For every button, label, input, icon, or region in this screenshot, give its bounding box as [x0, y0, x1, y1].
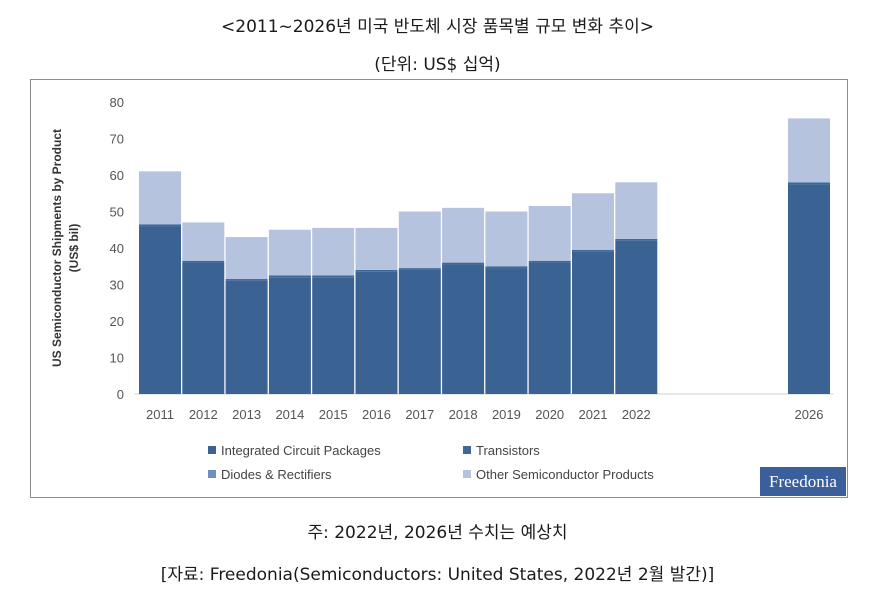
bar-transistors-2014 [268, 275, 311, 278]
bar-integrated-circuit-packages-2015 [312, 277, 355, 394]
bar-stack-2014 [268, 229, 311, 394]
bar-integrated-circuit-packages-2013 [225, 280, 268, 394]
y-tick-label: 70 [110, 132, 124, 147]
bar-integrated-circuit-packages-2022 [615, 240, 658, 394]
bar-transistors-2026 [788, 182, 830, 185]
bar-other-semiconductor-products-2022 [615, 182, 658, 239]
bar-other-semiconductor-products-2011 [139, 171, 181, 225]
bar-other-semiconductor-products-2013 [225, 237, 268, 280]
bar-stack-2026 [788, 118, 830, 394]
bar-integrated-circuit-packages-2026 [788, 184, 830, 394]
bar-integrated-circuit-packages-2020 [528, 262, 571, 394]
legend-swatch [463, 446, 471, 454]
bar-integrated-circuit-packages-2014 [268, 277, 311, 394]
bars [139, 118, 830, 394]
chart-title: <2011~2026년 미국 반도체 시장 품목별 규모 변화 추이> [221, 17, 654, 37]
x-tick-label: 2022 [622, 407, 651, 422]
bar-stack-2017 [398, 211, 441, 394]
legend: Integrated Circuit Packages Transistors Di… [208, 443, 654, 482]
x-tick-label: 2016 [362, 407, 391, 422]
y-axis-label-unit: (US$ bil) [67, 224, 81, 273]
bar-transistors-2017 [398, 268, 441, 270]
bar-stack-2012 [182, 222, 225, 394]
x-tick-label: 2018 [449, 407, 478, 422]
bar-integrated-circuit-packages-2021 [572, 251, 614, 394]
x-axis: 2011 2012 2013 2014 2015 2016 2017 2018 2019 2020… [146, 407, 823, 422]
bar-stack-2016 [355, 227, 398, 394]
x-tick-label: 2020 [535, 407, 564, 422]
bar-transistors-2016 [355, 269, 398, 272]
legend-label: Other Semiconductor Products [476, 467, 654, 482]
y-tick-label: 10 [110, 351, 124, 366]
x-tick-label: 2015 [319, 407, 348, 422]
legend-swatch [208, 470, 216, 478]
bar-other-semiconductor-products-2021 [572, 193, 614, 250]
bar-other-semiconductor-products-2019 [485, 211, 528, 267]
y-tick-label: 60 [110, 168, 124, 183]
bar-stack-2021 [572, 193, 614, 394]
bar-integrated-circuit-packages-2017 [398, 269, 441, 394]
x-tick-label: 2012 [189, 407, 218, 422]
legend-swatch [463, 470, 471, 478]
bar-transistors-2019 [485, 266, 528, 269]
bar-stack-2015 [312, 227, 355, 394]
bar-transistors-2020 [528, 260, 571, 263]
y-tick-label: 30 [110, 278, 124, 293]
bar-transistors-2021 [572, 249, 614, 252]
x-tick-label: 2021 [579, 407, 608, 422]
bar-stack-2011 [139, 171, 181, 394]
x-tick-label: 2014 [275, 407, 304, 422]
y-axis-label: US Semiconductor Shipments by Product [50, 129, 64, 367]
bar-other-semiconductor-products-2015 [312, 227, 355, 276]
bar-other-semiconductor-products-2016 [355, 227, 398, 270]
source-note: [자료: Freedonia(Semiconductors: United St… [160, 565, 715, 585]
y-tick-label: 0 [117, 387, 124, 402]
y-tick-label: 40 [110, 241, 124, 256]
y-tick-label: 80 [110, 95, 124, 110]
legend-label: Integrated Circuit Packages [221, 443, 381, 458]
bar-transistors-2018 [442, 262, 485, 265]
bar-other-semiconductor-products-2018 [442, 207, 485, 263]
bar-integrated-circuit-packages-2016 [355, 271, 398, 394]
bar-stack-2019 [485, 211, 528, 394]
bar-integrated-circuit-packages-2018 [442, 264, 485, 394]
bar-transistors-2015 [312, 275, 355, 278]
bar-transistors-2012 [182, 260, 225, 263]
bar-stack-2022 [615, 182, 658, 394]
x-tick-label: 2011 [146, 407, 174, 422]
y-tick-label: 20 [110, 314, 124, 329]
x-tick-label: 2013 [232, 407, 261, 422]
bar-transistors-2013 [225, 279, 268, 281]
legend-label: Transistors [476, 443, 540, 458]
x-tick-label: 2017 [405, 407, 434, 422]
x-tick-label: 2019 [492, 407, 521, 422]
bar-integrated-circuit-packages-2012 [182, 262, 225, 394]
bar-stack-2013 [225, 237, 268, 394]
bar-integrated-circuit-packages-2019 [485, 268, 528, 394]
legend-swatch [208, 446, 216, 454]
bar-transistors-2011 [139, 224, 181, 227]
bar-stack-2018 [442, 207, 485, 394]
bar-other-semiconductor-products-2012 [182, 222, 225, 261]
footnote: 주: 2022년, 2026년 수치는 예상치 [307, 523, 568, 543]
x-tick-label: 2026 [795, 407, 824, 422]
bar-other-semiconductor-products-2014 [268, 229, 311, 276]
y-tick-label: 50 [110, 205, 124, 220]
bar-other-semiconductor-products-2020 [528, 206, 571, 261]
bar-other-semiconductor-products-2017 [398, 211, 441, 269]
legend-label: Diodes & Rectifiers [221, 467, 332, 482]
bar-transistors-2022 [615, 238, 658, 241]
chart-unit: (단위: US$ 십억) [374, 55, 501, 75]
bar-integrated-circuit-packages-2011 [139, 226, 181, 394]
bar-stack-2020 [528, 206, 571, 394]
bar-other-semiconductor-products-2026 [788, 118, 830, 183]
freedonia-logo: Freedonia [760, 467, 846, 496]
